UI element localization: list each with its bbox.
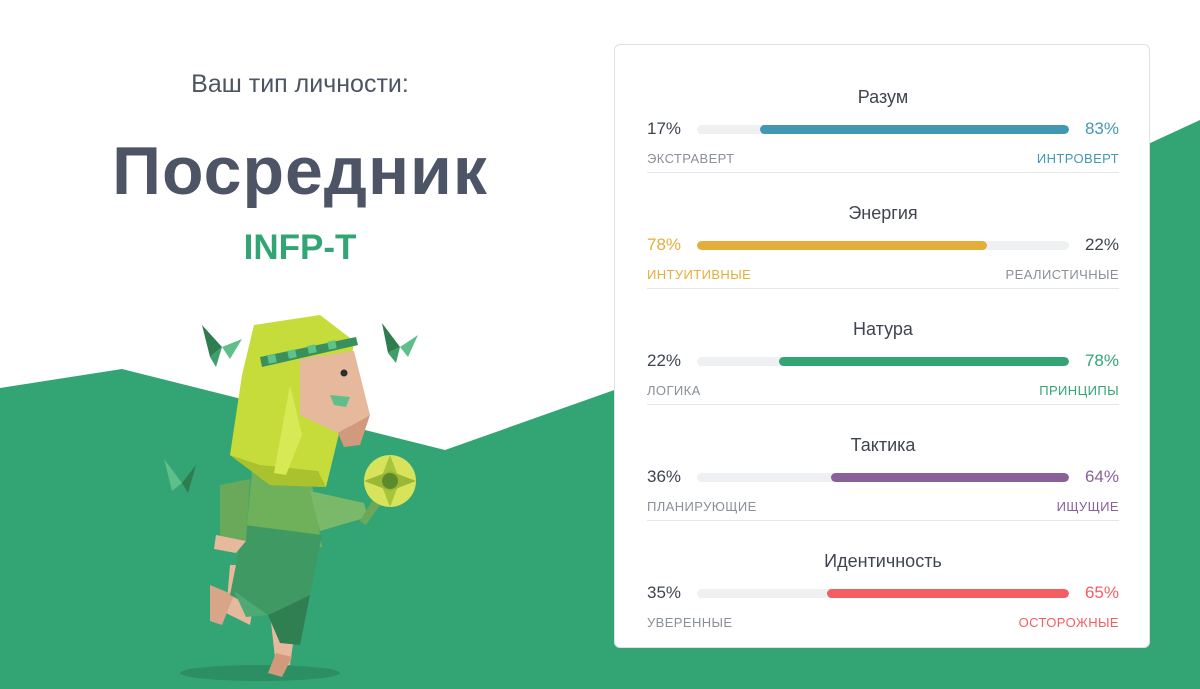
trait-title: Натура <box>853 319 913 339</box>
trait-left-percent: 36% <box>647 467 682 486</box>
trait-row-identity: Идентичность 35% 65% УВЕРЕННЫЕ ОСТОРОЖНЫЕ <box>647 519 1119 635</box>
trait-left-label: ИНТУИТИВНЫЕ <box>647 267 752 282</box>
trait-row-energy: Энергия 78% 22% ИНТУИТИВНЫЕ РЕАЛИСТИЧНЫЕ <box>647 171 1119 287</box>
trait-separator <box>647 288 1119 289</box>
mediator-character-illustration <box>164 315 418 681</box>
trait-right-percent: 83% <box>1084 119 1119 138</box>
trait-separator <box>647 172 1119 173</box>
trait-left-percent: 22% <box>647 351 682 370</box>
personality-type-code: INFP-T <box>243 228 357 267</box>
trait-separator <box>647 404 1119 405</box>
trait-separator <box>647 520 1119 521</box>
personality-type-subtitle: Ваш тип личности: <box>191 70 409 98</box>
result-header: Ваш тип личности: Посредник INFP-T <box>112 70 488 681</box>
trait-left-percent: 35% <box>647 583 682 602</box>
trait-bar-track <box>697 357 1069 366</box>
trait-bar-fill <box>760 125 1069 134</box>
trait-left-percent: 17% <box>647 119 682 138</box>
trait-title: Идентичность <box>824 551 942 571</box>
trait-right-percent: 78% <box>1084 351 1119 370</box>
trait-bar-track <box>697 241 1069 250</box>
trait-left-label: ЭКСТРАВЕРТ <box>647 151 735 166</box>
trait-left-label: ЛОГИКА <box>647 383 701 398</box>
trait-bar-track <box>697 589 1069 598</box>
trait-bar-fill <box>779 357 1069 366</box>
trait-right-label: ПРИНЦИПЫ <box>1039 383 1119 398</box>
trait-bar-fill <box>697 241 987 250</box>
traits-card: Разум 17% 83% ЭКСТРАВЕРТ ИНТРОВЕРТ Энергия 78%… <box>614 44 1150 648</box>
trait-right-label: ОСТОРОЖНЫЕ <box>1018 615 1119 630</box>
trait-right-label: ИЩУЩИЕ <box>1056 499 1119 514</box>
trait-bar-fill <box>827 589 1069 598</box>
trait-row-tactics: Тактика 36% 64% ПЛАНИРУЮЩИЕ ИЩУЩИЕ <box>647 403 1119 519</box>
trait-bar-fill <box>831 473 1069 482</box>
trait-right-percent: 65% <box>1084 583 1119 602</box>
trait-left-label: ПЛАНИРУЮЩИЕ <box>647 499 757 514</box>
trait-left-label: УВЕРЕННЫЕ <box>647 615 733 630</box>
trait-row-mind: Разум 17% 83% ЭКСТРАВЕРТ ИНТРОВЕРТ <box>647 55 1119 171</box>
trait-right-percent: 64% <box>1084 467 1119 486</box>
trait-bar-track <box>697 125 1069 134</box>
trait-row-nature: Натура 22% 78% ЛОГИКА ПРИНЦИПЫ <box>647 287 1119 403</box>
trait-right-label: РЕАЛИСТИЧНЫЕ <box>1005 267 1119 282</box>
personality-type-name: Посредник <box>112 133 488 209</box>
trait-title: Тактика <box>850 435 916 455</box>
trait-left-percent: 78% <box>647 235 682 254</box>
trait-right-percent: 22% <box>1084 235 1119 254</box>
trait-bar-track <box>697 473 1069 482</box>
trait-right-label: ИНТРОВЕРТ <box>1036 151 1119 166</box>
trait-title: Разум <box>857 87 909 107</box>
trait-title: Энергия <box>848 203 918 223</box>
